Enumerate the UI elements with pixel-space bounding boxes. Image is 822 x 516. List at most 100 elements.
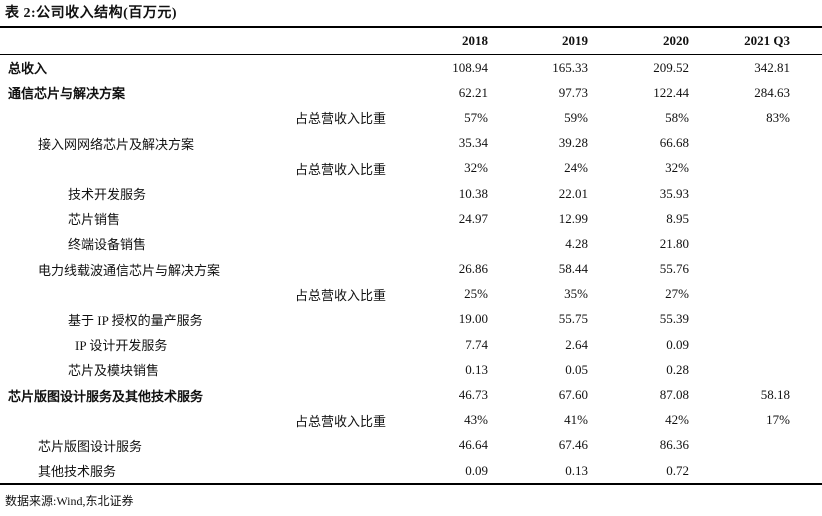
- table-row: 通信芯片与解决方案 62.21 97.73 122.44 284.63: [0, 80, 790, 105]
- cell-value: 83%: [766, 109, 790, 125]
- table-row: 芯片及模块销售 0.13 0.05 0.28: [0, 357, 790, 382]
- cell-value: 62.21: [458, 84, 488, 100]
- table-row: 其他技术服务 0.09 0.13 0.72: [0, 458, 790, 483]
- cell-value: 0.13: [565, 462, 588, 478]
- table-row: 占总营收入比重 43% 41% 42% 17%: [0, 408, 790, 433]
- cell-value: 0.72: [666, 462, 689, 478]
- row-label: 其他技术服务: [38, 464, 117, 480]
- table-row: 接入网网络芯片及解决方案 35.34 39.28 66.68: [0, 131, 790, 156]
- row-label: 芯片及模块销售: [68, 363, 160, 379]
- cell-value: 35.93: [659, 185, 689, 201]
- cell-value: 97.73: [558, 84, 588, 100]
- table-row: 占总营收入比重 57% 59% 58% 83%: [0, 105, 790, 130]
- row-label: 技术开发服务: [68, 187, 147, 203]
- column-header-2019: 2019: [562, 33, 588, 48]
- table-title: 表 2:公司收入结构(百万元): [5, 6, 177, 21]
- table-header: 2018 2019 2020 2021 Q3: [0, 28, 822, 55]
- row-label: 接入网网络芯片及解决方案: [38, 136, 195, 152]
- table-row: 占总营收入比重 32% 24% 32%: [0, 156, 790, 181]
- row-label-share-of-revenue: 占总营收入比重: [294, 413, 386, 429]
- data-source: 数据来源:Wind,东北证券: [5, 494, 134, 509]
- cell-value: 12.99: [558, 210, 588, 226]
- table-row: 终端设备销售 4.28 21.80: [0, 231, 790, 256]
- table-row: IP 设计开发服务 7.74 2.64 0.09: [0, 332, 790, 357]
- cell-value: 58%: [665, 109, 689, 125]
- cell-value: 19.00: [458, 311, 488, 327]
- table-body: 总收入 108.94 165.33 209.52 342.81 通信芯片与解决方案 62.2…: [0, 55, 822, 483]
- cell-value: 32%: [665, 160, 689, 176]
- row-label: 芯片版图设计服务及其他技术服务: [8, 388, 204, 404]
- table-row: 基于 IP 授权的量产服务 19.00 55.75 55.39: [0, 307, 790, 332]
- cell-value: 0.13: [465, 361, 488, 377]
- cell-value: 35.34: [458, 135, 488, 151]
- column-header-2018: 2018: [462, 33, 488, 48]
- cell-value: 0.09: [465, 462, 488, 478]
- cell-value: 26.86: [458, 261, 488, 277]
- row-label-share-of-revenue: 占总营收入比重: [294, 111, 386, 127]
- cell-value: 57%: [464, 109, 488, 125]
- row-label: 通信芯片与解决方案: [8, 86, 126, 102]
- row-label: 芯片版图设计服务: [38, 438, 143, 454]
- table-row: 总收入 108.94 165.33 209.52 342.81: [0, 55, 790, 80]
- cell-value: 8.95: [666, 210, 689, 226]
- cell-value: 24%: [564, 160, 588, 176]
- cell-value: 42%: [665, 412, 689, 428]
- cell-value: 4.28: [565, 235, 588, 251]
- cell-value: 55.76: [659, 261, 689, 277]
- cell-value: 55.39: [659, 311, 689, 327]
- cell-value: 2.64: [565, 336, 588, 352]
- cell-value: 22.01: [558, 185, 588, 201]
- row-label: 芯片销售: [68, 212, 121, 228]
- row-label-share-of-revenue: 占总营收入比重: [294, 287, 386, 303]
- cell-value: 66.68: [659, 135, 689, 151]
- cell-value: 39.28: [558, 135, 588, 151]
- cell-value: 0.09: [666, 336, 689, 352]
- cell-value: 17%: [766, 412, 790, 428]
- row-label-share-of-revenue: 占总营收入比重: [294, 161, 386, 177]
- cell-value: 35%: [564, 286, 588, 302]
- cell-value: 25%: [464, 286, 488, 302]
- bottom-divider: [0, 483, 822, 486]
- cell-value: 55.75: [558, 311, 588, 327]
- cell-value: 122.44: [653, 84, 689, 100]
- cell-value: 209.52: [653, 59, 689, 75]
- cell-value: 0.05: [565, 361, 588, 377]
- cell-value: 32%: [464, 160, 488, 176]
- cell-value: 10.38: [458, 185, 488, 201]
- cell-value: 46.73: [458, 387, 488, 403]
- table-row: 芯片版图设计服务及其他技术服务 46.73 67.60 87.08 58.18: [0, 382, 790, 407]
- cell-value: 46.64: [458, 437, 488, 453]
- row-label: 终端设备销售: [68, 237, 147, 253]
- cell-value: 59%: [564, 109, 588, 125]
- cell-value: 24.97: [458, 210, 488, 226]
- column-header-2020: 2020: [663, 33, 689, 48]
- cell-value: 342.81: [754, 59, 790, 75]
- row-label: 基于 IP 授权的量产服务: [68, 312, 203, 328]
- row-label: 电力线载波通信芯片与解决方案: [38, 262, 221, 278]
- table-row: 技术开发服务 10.38 22.01 35.93: [0, 181, 790, 206]
- cell-value: 87.08: [659, 387, 689, 403]
- row-label: IP 设计开发服务: [75, 338, 168, 354]
- cell-value: 43%: [464, 412, 488, 428]
- cell-value: 58.18: [760, 387, 790, 403]
- cell-value: 58.44: [558, 261, 588, 277]
- cell-value: 7.74: [465, 336, 488, 352]
- table-row: 芯片版图设计服务 46.64 67.46 86.36: [0, 433, 790, 458]
- table-row: 芯片销售 24.97 12.99 8.95: [0, 206, 790, 231]
- cell-value: 27%: [665, 286, 689, 302]
- table-row: 占总营收入比重 25% 35% 27%: [0, 282, 790, 307]
- cell-value: 0.28: [666, 361, 689, 377]
- cell-value: 165.33: [552, 59, 588, 75]
- cell-value: 108.94: [452, 59, 488, 75]
- cell-value: 284.63: [754, 84, 790, 100]
- cell-value: 86.36: [659, 437, 689, 453]
- column-header-2021q3: 2021 Q3: [744, 33, 790, 48]
- cell-value: 41%: [564, 412, 588, 428]
- table-row: 电力线载波通信芯片与解决方案 26.86 58.44 55.76: [0, 257, 790, 282]
- cell-value: 67.60: [558, 387, 588, 403]
- cell-value: 67.46: [558, 437, 588, 453]
- row-label: 总收入: [8, 61, 48, 77]
- title-divider: [0, 26, 822, 28]
- cell-value: 21.80: [659, 235, 689, 251]
